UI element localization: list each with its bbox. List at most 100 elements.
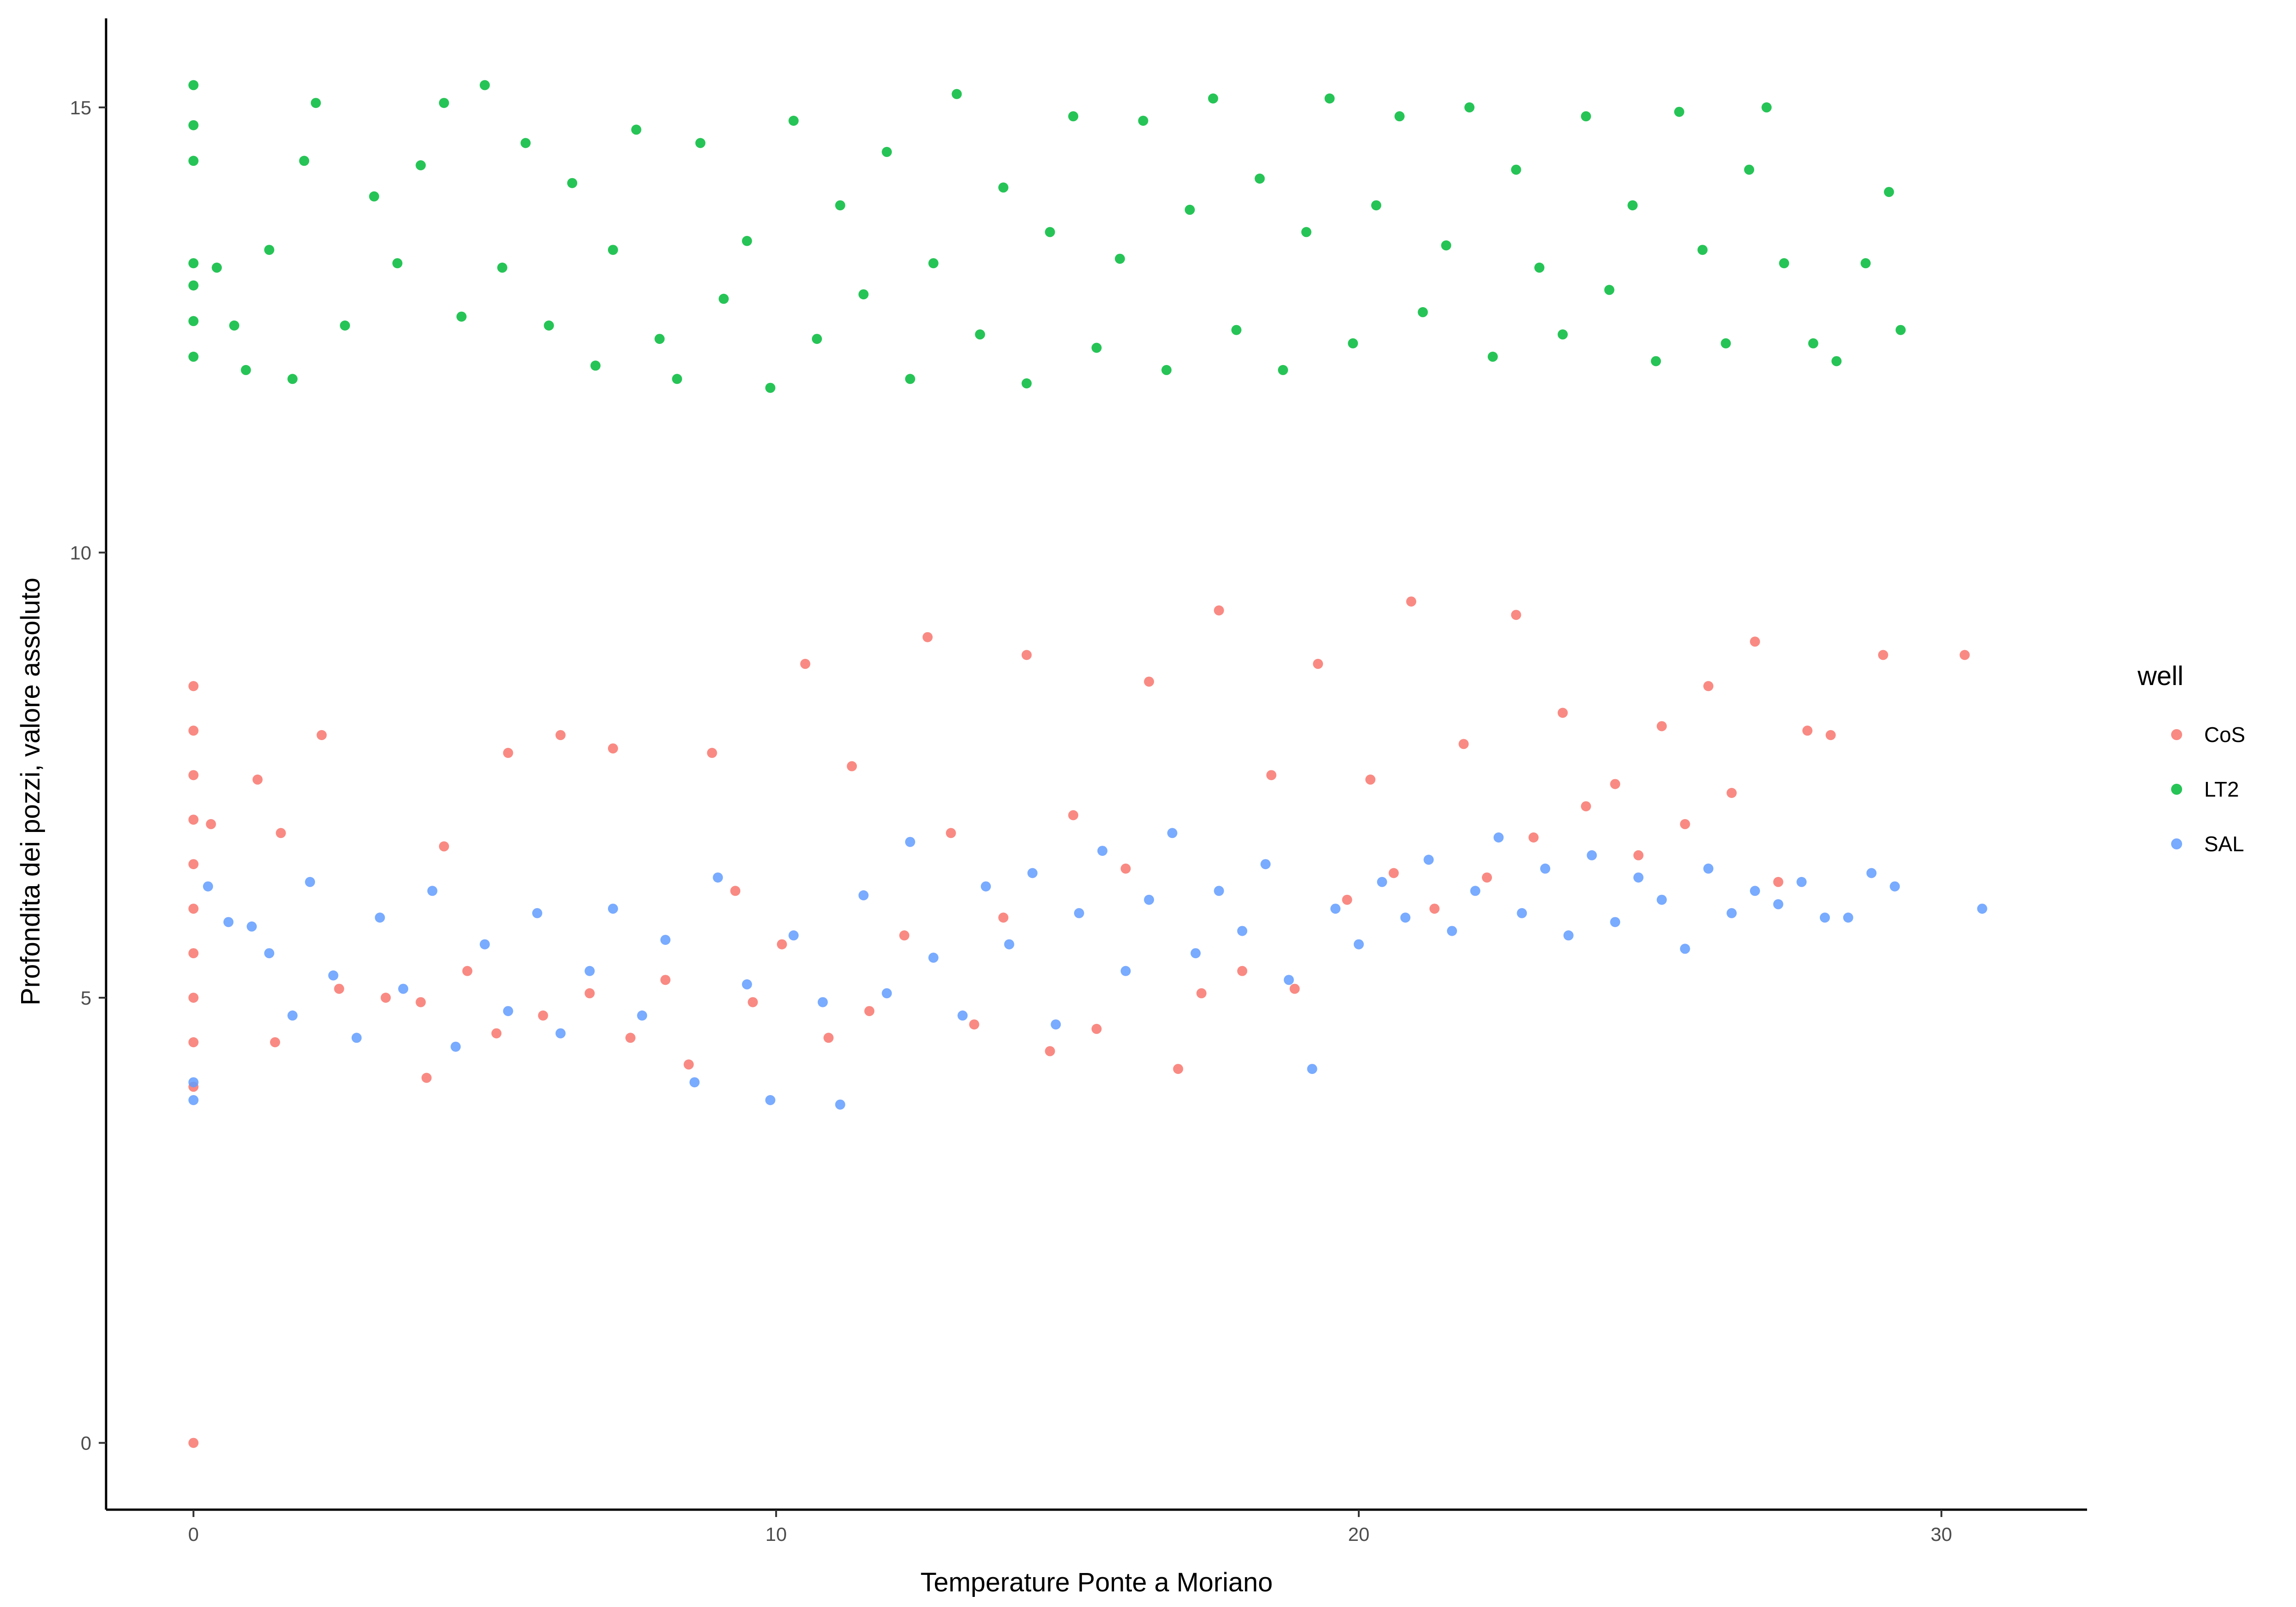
point-cos-5 [188,904,199,914]
point-cos-36 [823,1033,834,1043]
point-lt2-47 [1092,343,1102,353]
point-lt2-80 [1860,258,1871,269]
point-cos-75 [1773,877,1784,887]
legend-key-lt2 [2171,784,2182,795]
point-lt2-14 [340,320,350,331]
point-lt2-67 [1558,329,1568,340]
point-sal-20 [637,1010,647,1021]
point-cos-67 [1581,801,1591,812]
point-lt2-1 [188,316,199,326]
point-cos-3 [188,993,199,1003]
point-cos-29 [660,975,671,985]
point-lt2-4 [188,156,199,166]
legend: well CoS LT2 SAL [2137,661,2245,856]
point-lt2-40 [928,258,939,269]
y-tick-label-0: 0 [81,1433,91,1454]
point-sal-13 [450,1041,461,1052]
point-cos-39 [899,930,910,941]
point-cos-34 [777,939,787,950]
point-cos-53 [1237,966,1248,976]
point-lt2-41 [951,89,962,99]
point-sal-58 [1540,863,1550,874]
axes-layer: 0 10 20 30 0 5 10 15 Temperature Ponte a Moriano… [16,18,2087,1597]
point-sal-47 [1283,975,1294,985]
point-lt2-76 [1761,102,1772,112]
point-lt2-9 [241,365,251,375]
point-lt2-5 [188,120,199,130]
point-lt2-70 [1627,200,1638,211]
point-cos-78 [1878,650,1888,660]
point-sal-51 [1377,877,1387,887]
point-cos-2 [188,1037,199,1047]
point-sal-26 [788,930,799,941]
point-cos-49 [1144,676,1154,687]
point-sal-24 [742,979,752,989]
point-cos-8 [188,770,199,781]
point-lt2-53 [1231,325,1242,335]
point-cos-25 [555,730,566,740]
point-cos-9 [188,725,199,736]
point-sal-23 [713,872,723,883]
point-lt2-61 [1418,307,1428,317]
point-lt2-42 [975,329,985,340]
point-lt2-74 [1721,338,1731,348]
point-cos-70 [1656,721,1667,731]
point-sal-2 [203,881,213,892]
point-sal-31 [905,837,915,847]
point-sal-61 [1610,917,1621,927]
point-cos-26 [585,988,595,999]
point-lt2-19 [456,311,467,322]
point-cos-33 [748,997,758,1007]
point-lt2-43 [998,182,1008,193]
point-cos-71 [1680,819,1690,829]
x-tick-label-0: 0 [188,1523,199,1545]
point-sal-57 [1517,908,1527,918]
point-sal-37 [1051,1019,1061,1030]
point-sal-4 [247,921,257,932]
point-cos-56 [1313,658,1323,669]
point-lt2-20 [479,80,490,90]
point-sal-50 [1354,939,1364,950]
point-lt2-81 [1884,187,1894,197]
point-sal-48 [1307,1064,1317,1074]
point-lt2-50 [1161,365,1172,375]
point-lt2-72 [1674,107,1684,117]
point-sal-49 [1330,904,1341,914]
point-lt2-56 [1301,227,1311,237]
point-lt2-22 [520,138,531,148]
point-lt2-54 [1255,174,1265,184]
point-sal-55 [1470,886,1480,896]
point-cos-43 [998,912,1008,923]
point-lt2-73 [1697,245,1708,255]
point-sal-16 [532,908,542,918]
x-axis-title: Temperature Ponte a Moriano [920,1568,1272,1597]
x-tick-label-30: 30 [1930,1523,1952,1545]
point-cos-54 [1266,770,1277,781]
point-cos-59 [1389,868,1399,878]
point-lt2-45 [1045,227,1055,237]
point-lt2-29 [672,374,682,384]
point-sal-8 [328,970,338,981]
point-lt2-35 [812,334,822,344]
point-cos-20 [439,841,449,852]
point-cos-60 [1406,596,1417,607]
legend-label-cos: CoS [2204,723,2245,747]
legend-title: well [2137,661,2183,691]
point-lt2-21 [497,262,507,273]
point-lt2-18 [439,98,449,108]
point-cos-35 [800,658,810,669]
point-lt2-37 [858,289,869,300]
point-cos-4 [188,948,199,959]
point-lt2-55 [1278,365,1288,375]
point-lt2-66 [1534,262,1545,273]
point-lt2-62 [1441,240,1452,251]
point-sal-10 [375,912,385,923]
point-lt2-26 [608,245,618,255]
legend-label-lt2: LT2 [2204,777,2239,801]
point-lt2-7 [212,262,222,273]
point-sal-19 [608,904,618,914]
point-lt2-16 [392,258,403,269]
y-axis-title: Profondita dei pozzi, valore assoluto [16,578,45,1006]
point-cos-30 [683,1059,694,1070]
point-sal-30 [882,988,892,999]
